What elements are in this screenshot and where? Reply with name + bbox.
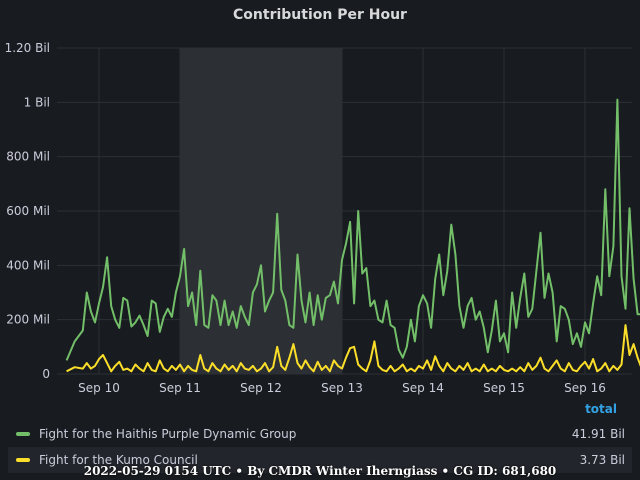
y-tick-label: 800 Mil	[6, 150, 50, 164]
legend-swatch-yellow	[16, 458, 30, 462]
x-tick-label: Sep 10	[78, 381, 120, 395]
line-chart: 0 200 Mil 400 Mil 600 Mil 800 Mil 1 Bil 1.20 B…	[5, 41, 640, 395]
legend-item-haithis[interactable]: Fight for the Haithis Purple Dynamic Gro…	[8, 421, 632, 447]
y-tick-label: 1 Bil	[24, 95, 50, 109]
x-tick-label: Sep 12	[240, 381, 282, 395]
x-tick-label: Sep 15	[483, 381, 525, 395]
legend-item-kumo[interactable]: Fight for the Kumo Council 3.73 Bil	[8, 447, 632, 473]
legend-header-total[interactable]: total	[585, 402, 617, 416]
y-tick-label: 600 Mil	[6, 204, 50, 218]
chart-title: Contribution Per Hour	[233, 7, 407, 23]
x-tick-label: Sep 16	[564, 381, 606, 395]
legend-series-total: 3.73 Bil	[579, 453, 625, 467]
series-line-1	[66, 324, 640, 373]
series-line-0	[65, 98, 640, 361]
grid	[57, 47, 632, 375]
y-tick-label: 0	[42, 367, 50, 381]
x-tick-label: Sep 11	[159, 381, 201, 395]
x-tick-label: Sep 13	[321, 381, 363, 395]
y-tick-label: 1.20 Bil	[5, 41, 50, 55]
x-axis: Sep 10 Sep 11 Sep 12 Sep 13 Sep 14 Sep 15 Sep …	[78, 381, 606, 395]
x-tick-label: Sep 14	[402, 381, 444, 395]
legend-swatch-green	[16, 432, 30, 436]
y-axis: 0 200 Mil 400 Mil 600 Mil 800 Mil 1 Bil 1.20 B…	[5, 41, 50, 381]
legend-series-name: Fight for the Kumo Council	[39, 453, 198, 467]
legend-series-total: 41.91 Bil	[571, 427, 625, 441]
legend-series-name: Fight for the Haithis Purple Dynamic Gro…	[39, 427, 297, 441]
footer-caption: 2022-05-29 0154 UTC • By CMDR Winter Ihe…	[83, 464, 557, 478]
series-lines	[65, 98, 640, 373]
y-tick-label: 400 Mil	[6, 258, 50, 272]
y-tick-label: 200 Mil	[6, 313, 50, 327]
